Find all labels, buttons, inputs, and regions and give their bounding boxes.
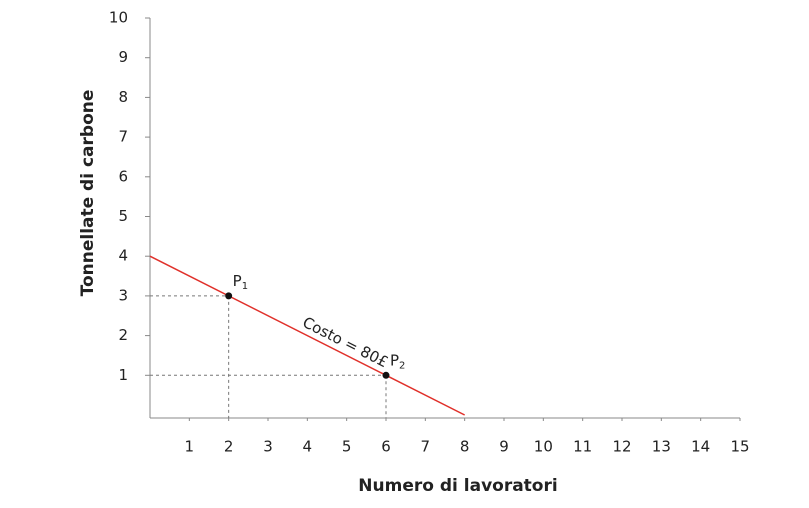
y-tick-label: 6 <box>118 167 128 185</box>
x-tick-label: 13 <box>652 438 671 456</box>
x-tick-label: 2 <box>224 438 234 456</box>
x-tick-label: 6 <box>381 438 391 456</box>
point-label: P1 <box>233 271 248 292</box>
y-tick-label: 10 <box>109 9 128 27</box>
x-tick-label: 9 <box>499 438 509 456</box>
x-tick-label: 7 <box>421 438 431 456</box>
x-tick-label: 15 <box>730 438 749 456</box>
y-tick-label: 5 <box>118 207 128 225</box>
x-tick-label: 10 <box>534 438 553 456</box>
point-label-sub: 2 <box>399 360 405 371</box>
y-axis-title: Tonnellate di carbone <box>78 90 98 297</box>
x-tick-label: 3 <box>263 438 273 456</box>
x-tick-label: 11 <box>573 438 592 456</box>
x-tick-label: 5 <box>342 438 352 456</box>
point <box>225 292 233 300</box>
y-tick-label: 7 <box>118 128 128 146</box>
x-tick-label: 8 <box>460 438 470 456</box>
line-label: Costo = 80£ <box>300 313 391 371</box>
point-label-sub: 1 <box>242 281 248 292</box>
y-tick-label: 3 <box>118 286 128 304</box>
y-tick-label: 2 <box>118 326 128 344</box>
x-tick-label: 12 <box>612 438 631 456</box>
x-tick-label: 4 <box>303 438 313 456</box>
x-tick-label: 14 <box>691 438 710 456</box>
y-tick-label: 4 <box>118 247 128 265</box>
y-tick-label: 8 <box>118 88 128 106</box>
point <box>382 371 390 379</box>
y-tick-label: 1 <box>118 366 128 384</box>
x-tick-label: 1 <box>185 438 195 456</box>
point-label-main: P <box>390 351 399 369</box>
point-label-main: P <box>233 271 242 289</box>
point-label: P2 <box>390 351 405 372</box>
cost-line <box>149 255 466 416</box>
y-tick-label: 9 <box>118 48 128 66</box>
x-axis-title: Numero di lavoratori <box>358 476 557 496</box>
